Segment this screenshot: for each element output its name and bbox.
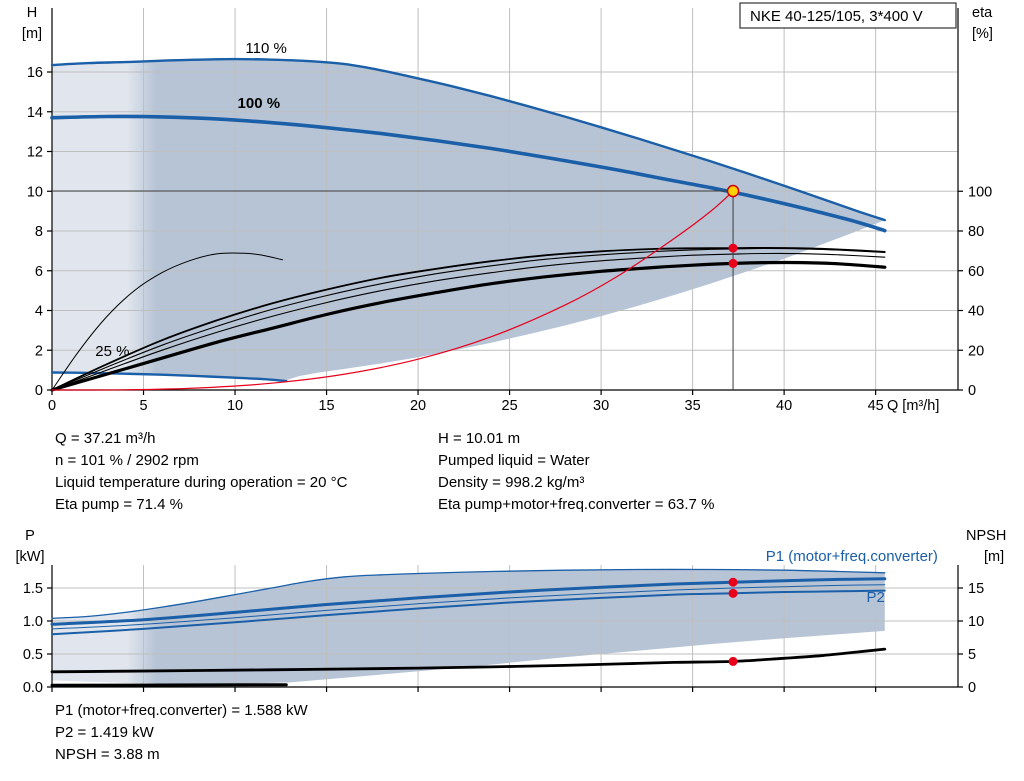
svg-text:2: 2: [35, 343, 43, 359]
axis-labels: 0.0 0.5 1.0 1.5 0 5 10 15 P [kW] NPSH [m]: [16, 528, 1007, 696]
svg-text:40: 40: [968, 304, 984, 320]
p-25-curve: [50, 683, 288, 687]
svg-text:[kW]: [kW]: [16, 549, 45, 565]
speed-110-label: 110 %: [245, 40, 286, 57]
p1-marker: [728, 577, 738, 587]
power-npsh-chart: 0.0 0.5 1.0 1.5 0 5 10 15 P [kW] NPSH [m] P1 (motor+…: [16, 528, 1007, 696]
operating-envelope: [52, 569, 885, 684]
svg-text:0.5: 0.5: [23, 647, 43, 663]
svg-text:35: 35: [685, 398, 701, 414]
eta-pump-marker: [728, 243, 738, 253]
p2-curve: [51, 589, 886, 636]
svg-text:45: 45: [868, 398, 884, 414]
eta-total-text: Eta pump+motor+freq.converter = 63.7 %: [438, 496, 715, 513]
npsh-marker: [728, 656, 738, 666]
axis-labels: 0 5 10 15 20 25 30 35 40 45 0 2 4 6 8 10 12 14 16 0 20 40 60 80…: [22, 5, 993, 414]
eta-bundle-curve-3: [51, 247, 886, 391]
svg-text:1.5: 1.5: [23, 581, 43, 597]
svg-text:1.0: 1.0: [23, 614, 43, 630]
p1-mid-curve: [51, 584, 886, 630]
chart-title-box: [739, 2, 957, 29]
operating-envelope: [52, 59, 885, 381]
svg-text:8: 8: [35, 224, 43, 240]
p-110-curve: [51, 568, 886, 620]
speed-25-label: 25 %: [95, 343, 129, 360]
eta-total-marker: [728, 258, 738, 268]
svg-text:P: P: [25, 528, 35, 544]
svg-text:12: 12: [27, 145, 43, 161]
svg-text:10: 10: [227, 398, 243, 414]
svg-text:[m]: [m]: [984, 549, 1004, 565]
svg-text:20: 20: [410, 398, 426, 414]
p1-curve: [50, 577, 887, 626]
liquid-temp-text: Liquid temperature during operation = 20…: [55, 474, 348, 491]
p2-marker: [728, 588, 738, 598]
axis-ticks: [47, 71, 963, 395]
p2-text: P2 = 1.419 kW: [55, 724, 154, 741]
svg-text:Q [m³/h]: Q [m³/h]: [887, 398, 939, 414]
svg-text:6: 6: [35, 264, 43, 280]
p1-curve-label: P1 (motor+freq.converter): [766, 548, 938, 565]
head-chart: 0 5 10 15 20 25 30 35 40 45 0 2 4 6 8 10 12 14 16 0 20 40 60 80…: [22, 2, 993, 414]
svg-text:20: 20: [968, 343, 984, 359]
npsh-curve: [50, 647, 887, 674]
speed-text: n = 101 % / 2902 rpm: [55, 452, 199, 469]
svg-text:5: 5: [139, 398, 147, 414]
liquid-text: Pumped liquid = Water: [438, 452, 590, 469]
power-npsh-text: P1 (motor+freq.converter) = 1.588 kW P2 …: [55, 700, 308, 766]
svg-text:16: 16: [27, 65, 43, 81]
control-curve: [51, 190, 734, 391]
eta-25-curve: [51, 252, 284, 391]
svg-text:0.0: 0.0: [23, 680, 43, 696]
svg-text:5: 5: [968, 647, 976, 663]
speed-100-label: 100 %: [238, 95, 281, 112]
npsh-text: NPSH = 3.88 m: [55, 746, 160, 763]
axes: [51, 565, 959, 688]
eta-pump-text: Eta pump = 71.4 %: [55, 496, 183, 513]
svg-text:10: 10: [27, 184, 43, 200]
svg-text:25: 25: [502, 398, 518, 414]
speed-100-curve: [50, 114, 887, 233]
eta-total-curve: [50, 260, 887, 392]
svg-text:0: 0: [48, 398, 56, 414]
svg-text:100: 100: [968, 184, 992, 200]
eta-bundle-curve-2: [51, 252, 886, 391]
p2-curve-label: P2: [866, 589, 884, 606]
svg-text:[m]: [m]: [22, 26, 42, 42]
head-text: H = 10.01 m: [438, 430, 521, 447]
p1-text: P1 (motor+freq.converter) = 1.588 kW: [55, 702, 308, 719]
svg-text:15: 15: [968, 581, 984, 597]
svg-text:eta: eta: [972, 5, 993, 21]
svg-text:[%]: [%]: [972, 26, 993, 42]
svg-text:H: H: [27, 5, 37, 21]
svg-text:60: 60: [968, 264, 984, 280]
density-text: Density = 998.2 kg/m³: [438, 474, 585, 491]
svg-text:10: 10: [968, 614, 984, 630]
svg-text:30: 30: [593, 398, 609, 414]
operating-point-text-right: H = 10.01 m Pumped liquid = Water Densit…: [438, 428, 714, 516]
flow-text: Q = 37.21 m³/h: [55, 430, 156, 447]
svg-text:NPSH: NPSH: [966, 528, 1006, 544]
svg-text:15: 15: [318, 398, 334, 414]
svg-text:14: 14: [27, 105, 43, 121]
speed-110-curve: [50, 57, 886, 222]
svg-text:4: 4: [35, 304, 43, 320]
svg-text:0: 0: [968, 383, 976, 399]
duty-crosshair: [52, 190, 734, 390]
duty-point-marker[interactable]: [726, 184, 740, 198]
svg-text:0: 0: [968, 680, 976, 696]
svg-text:0: 0: [35, 383, 43, 399]
eta-pump-curve: [51, 246, 886, 391]
operating-point-text-left: Q = 37.21 m³/h n = 101 % / 2902 rpm Liqu…: [55, 428, 347, 516]
chart-title: NKE 40-125/105, 3*400 V: [750, 8, 923, 25]
svg-text:40: 40: [776, 398, 792, 414]
svg-text:80: 80: [968, 224, 984, 240]
axis-ticks: [47, 587, 963, 692]
